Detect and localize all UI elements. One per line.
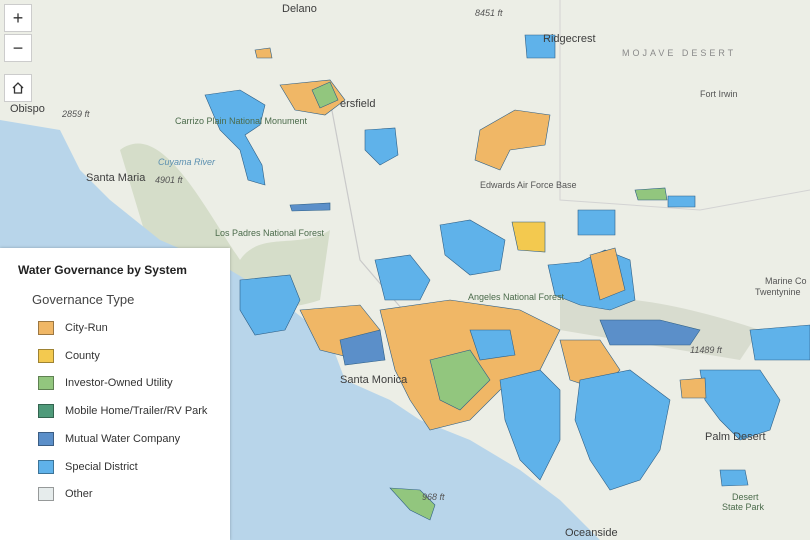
district [749,324,810,361]
home-button[interactable] [4,74,32,102]
park-label: Carrizo Plain National Monument [175,116,308,126]
district [469,329,516,361]
district [254,47,273,59]
legend-label: City-Run [65,322,108,334]
legend-item: Other [38,485,93,503]
zoom-out[interactable]: − [4,34,32,62]
district [499,369,561,481]
elevation-label: 8451 ft [475,8,503,18]
legend-swatch [38,376,54,391]
place-label: ersfield [340,98,375,110]
district [439,219,506,276]
legend-title: Water Governance by System [18,263,187,277]
water-systems [204,34,810,521]
legend-item: Special District [38,458,138,476]
legend-label: Mobile Home/Trailer/RV Park [65,405,208,418]
district [634,187,668,201]
elevation-label: 11489 ft [690,345,722,355]
district [574,369,671,491]
place-label: Santa Monica [340,374,408,386]
place-label: Obispo [10,103,45,115]
forest-label: Angeles National Forest [468,292,565,302]
park-label: State Park [722,502,765,512]
district [599,319,701,346]
elevation-label: 2859 ft [61,109,90,119]
region-label: MOJAVE DESERT [622,48,736,58]
elevation-label: 968 ft [422,492,445,502]
road [329,99,421,331]
district [589,247,626,301]
district [524,34,556,59]
legend-label: Investor-Owned Utility [65,377,173,390]
legend-item: Mobile Home/Trailer/RV Park [38,402,207,420]
place-label: Ridgecrest [543,33,596,45]
river-label: Cuyama River [158,157,216,167]
legend-swatch [38,404,54,419]
legend-swatch [38,348,54,363]
district [719,469,749,487]
district [339,329,386,366]
district [511,221,546,253]
zoom-in[interactable]: + [4,4,32,32]
district [204,89,266,186]
legend-item: County [38,347,100,365]
place-label: Oceanside [565,527,618,539]
district [679,377,707,399]
place-label: Santa Maria [86,172,146,184]
district [311,81,339,109]
home-icon [12,82,24,94]
place-label: Delano [282,3,317,15]
legend-item: City-Run [38,319,108,337]
forest-label: Los Padres National Forest [215,228,325,238]
district [429,349,491,411]
legend-item: Investor-Owned Utility [38,374,173,392]
district [577,209,616,236]
park-label: Desert [732,492,759,502]
legend-subtitle: Governance Type [32,292,135,307]
legend-swatch [38,321,54,335]
legend-label: Special District [65,460,138,473]
island [389,487,436,521]
district [239,274,301,336]
place-label: Palm Desert [705,431,766,443]
legend-label: Other [65,488,93,501]
district [699,369,781,441]
legend-item: Mutual Water Company [38,430,180,448]
place-label: Marine Co [765,276,807,286]
legend-swatch [38,459,54,474]
legend-label: County [65,349,100,362]
elevation-label: 4901 ft [155,175,183,185]
road [559,0,810,211]
place-label: Twentynine [755,287,801,297]
legend-label: Mutual Water Company [65,432,181,445]
district [289,202,331,212]
district [374,254,431,301]
place-label: Fort Irwin [700,89,738,99]
legend-swatch [38,431,54,446]
legend: Water Governance by System Governance Ty… [0,248,230,540]
district [364,127,399,166]
district [667,195,696,208]
base-label: Edwards Air Force Base [480,180,577,190]
legend-swatch [38,487,54,502]
district [474,109,551,171]
